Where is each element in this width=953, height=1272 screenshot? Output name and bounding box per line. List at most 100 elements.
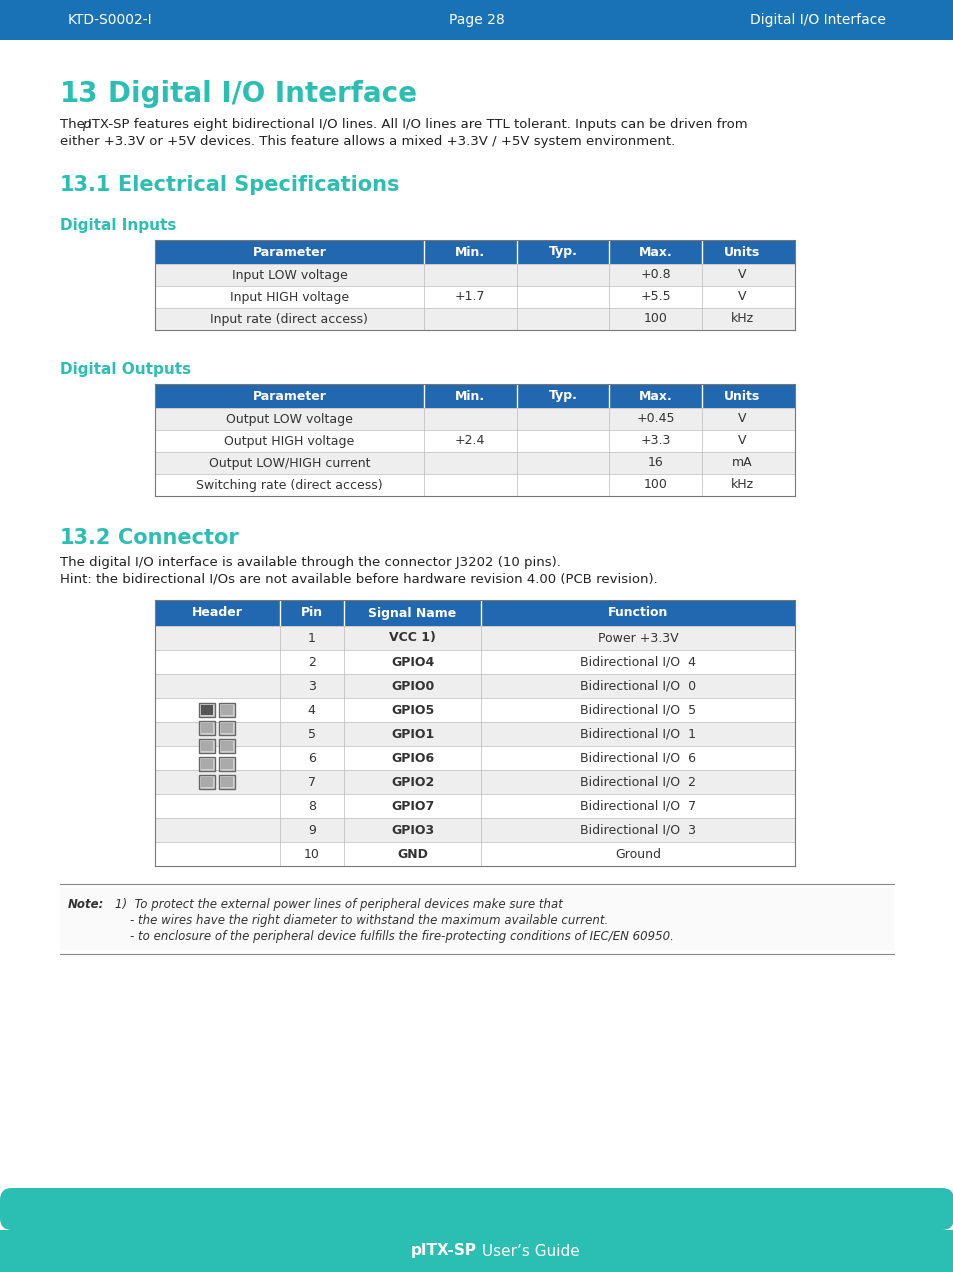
Bar <box>0 0 953 20</box>
Text: 16: 16 <box>647 457 663 469</box>
Text: VCC 1): VCC 1) <box>389 631 436 645</box>
Bar <box>221 759 233 770</box>
Text: Digital I/O Interface: Digital I/O Interface <box>108 80 416 108</box>
Text: mA: mA <box>731 457 752 469</box>
Bar <box>154 674 794 698</box>
Bar <box>219 703 235 717</box>
Text: GPIO6: GPIO6 <box>391 752 434 764</box>
Text: 7: 7 <box>308 776 315 789</box>
Bar <box>219 775 235 789</box>
Text: 13.2: 13.2 <box>60 528 112 548</box>
Bar <box>199 703 215 717</box>
Text: The digital I/O interface is available through the connector J3202 (10 pins).: The digital I/O interface is available t… <box>60 556 560 569</box>
Text: 5: 5 <box>308 728 315 740</box>
Text: +5.5: +5.5 <box>639 290 670 304</box>
Text: Hint: the bidirectional I/Os are not available before hardware revision 4.00 (PC: Hint: the bidirectional I/Os are not ava… <box>60 572 657 586</box>
Text: 8: 8 <box>308 800 315 813</box>
Text: kHz: kHz <box>730 313 753 326</box>
Text: Digital Outputs: Digital Outputs <box>60 363 191 377</box>
Text: 6: 6 <box>308 752 315 764</box>
Text: Signal Name: Signal Name <box>368 607 456 619</box>
Bar <box>201 777 213 787</box>
Text: 3: 3 <box>308 679 315 692</box>
Text: Bidirectional I/O  0: Bidirectional I/O 0 <box>579 679 696 692</box>
Bar <box>154 240 794 265</box>
Text: GPIO5: GPIO5 <box>391 703 434 716</box>
Text: GPIO0: GPIO0 <box>391 679 434 692</box>
Bar <box>154 308 794 329</box>
Text: Bidirectional I/O  3: Bidirectional I/O 3 <box>579 823 696 837</box>
Bar <box>154 474 794 496</box>
Bar <box>219 739 235 753</box>
Text: Bidirectional I/O  2: Bidirectional I/O 2 <box>579 776 696 789</box>
Text: +0.45: +0.45 <box>636 412 675 426</box>
Text: - the wires have the right diameter to withstand the maximum available current.: - the wires have the right diameter to w… <box>130 915 608 927</box>
Text: 2: 2 <box>308 655 315 669</box>
Bar <box>154 384 794 408</box>
Text: +1.7: +1.7 <box>455 290 485 304</box>
Bar <box>154 794 794 818</box>
Bar <box>199 757 215 771</box>
Text: V: V <box>738 290 745 304</box>
Bar <box>201 742 213 750</box>
Text: Bidirectional I/O  7: Bidirectional I/O 7 <box>579 800 696 813</box>
Bar <box>154 722 794 745</box>
Text: GPIO3: GPIO3 <box>391 823 434 837</box>
Text: Parameter: Parameter <box>253 245 326 258</box>
Text: Header: Header <box>192 607 243 619</box>
Text: 13: 13 <box>60 80 98 108</box>
Bar <box>219 757 235 771</box>
Bar <box>199 775 215 789</box>
Text: Pin: Pin <box>300 607 322 619</box>
Text: Max.: Max. <box>639 389 672 402</box>
Bar <box>199 721 215 735</box>
Text: V: V <box>738 412 745 426</box>
Text: kHz: kHz <box>730 478 753 491</box>
Bar <box>221 722 233 733</box>
Text: GPIO2: GPIO2 <box>391 776 434 789</box>
Bar <box>154 650 794 674</box>
Text: GPIO1: GPIO1 <box>391 728 434 740</box>
Text: Bidirectional I/O  1: Bidirectional I/O 1 <box>579 728 696 740</box>
Text: Switching rate (direct access): Switching rate (direct access) <box>196 478 382 491</box>
FancyBboxPatch shape <box>0 1188 953 1230</box>
Text: +2.4: +2.4 <box>455 435 485 448</box>
Text: Electrical Specifications: Electrical Specifications <box>118 176 399 195</box>
Bar <box>154 408 794 430</box>
Text: pITX-SP: pITX-SP <box>411 1244 476 1258</box>
Text: +0.8: +0.8 <box>639 268 670 281</box>
Bar <box>154 452 794 474</box>
Text: Power +3.3V: Power +3.3V <box>598 631 678 645</box>
Text: KTD-S0002-I: KTD-S0002-I <box>68 13 152 27</box>
Bar <box>219 721 235 735</box>
Text: Bidirectional I/O  6: Bidirectional I/O 6 <box>579 752 696 764</box>
Text: Input LOW voltage: Input LOW voltage <box>232 268 347 281</box>
Text: 9: 9 <box>308 823 315 837</box>
Text: 13.1: 13.1 <box>60 176 112 195</box>
Text: Min.: Min. <box>455 389 485 402</box>
Text: 1: 1 <box>308 631 315 645</box>
Text: Note:: Note: <box>68 898 104 911</box>
Text: Digital Inputs: Digital Inputs <box>60 218 176 233</box>
Bar <box>221 777 233 787</box>
Bar <box>201 705 213 715</box>
Text: Min.: Min. <box>455 245 485 258</box>
Bar <box>154 745 794 770</box>
Text: Bidirectional I/O  5: Bidirectional I/O 5 <box>579 703 696 716</box>
Text: Output HIGH voltage: Output HIGH voltage <box>224 435 355 448</box>
Text: V: V <box>738 435 745 448</box>
Bar <box>154 286 794 308</box>
Text: +3.3: +3.3 <box>640 435 670 448</box>
Text: Ground: Ground <box>615 847 660 860</box>
Text: 10: 10 <box>304 847 319 860</box>
Text: Units: Units <box>723 245 760 258</box>
Text: Digital I/O Interface: Digital I/O Interface <box>749 13 885 27</box>
Bar <box>154 265 794 286</box>
Text: 100: 100 <box>643 478 667 491</box>
Text: p: p <box>82 118 91 131</box>
Bar <box>201 722 213 733</box>
Text: Parameter: Parameter <box>253 389 326 402</box>
Text: Function: Function <box>607 607 668 619</box>
Bar <box>154 600 794 626</box>
Text: Connector: Connector <box>118 528 238 548</box>
